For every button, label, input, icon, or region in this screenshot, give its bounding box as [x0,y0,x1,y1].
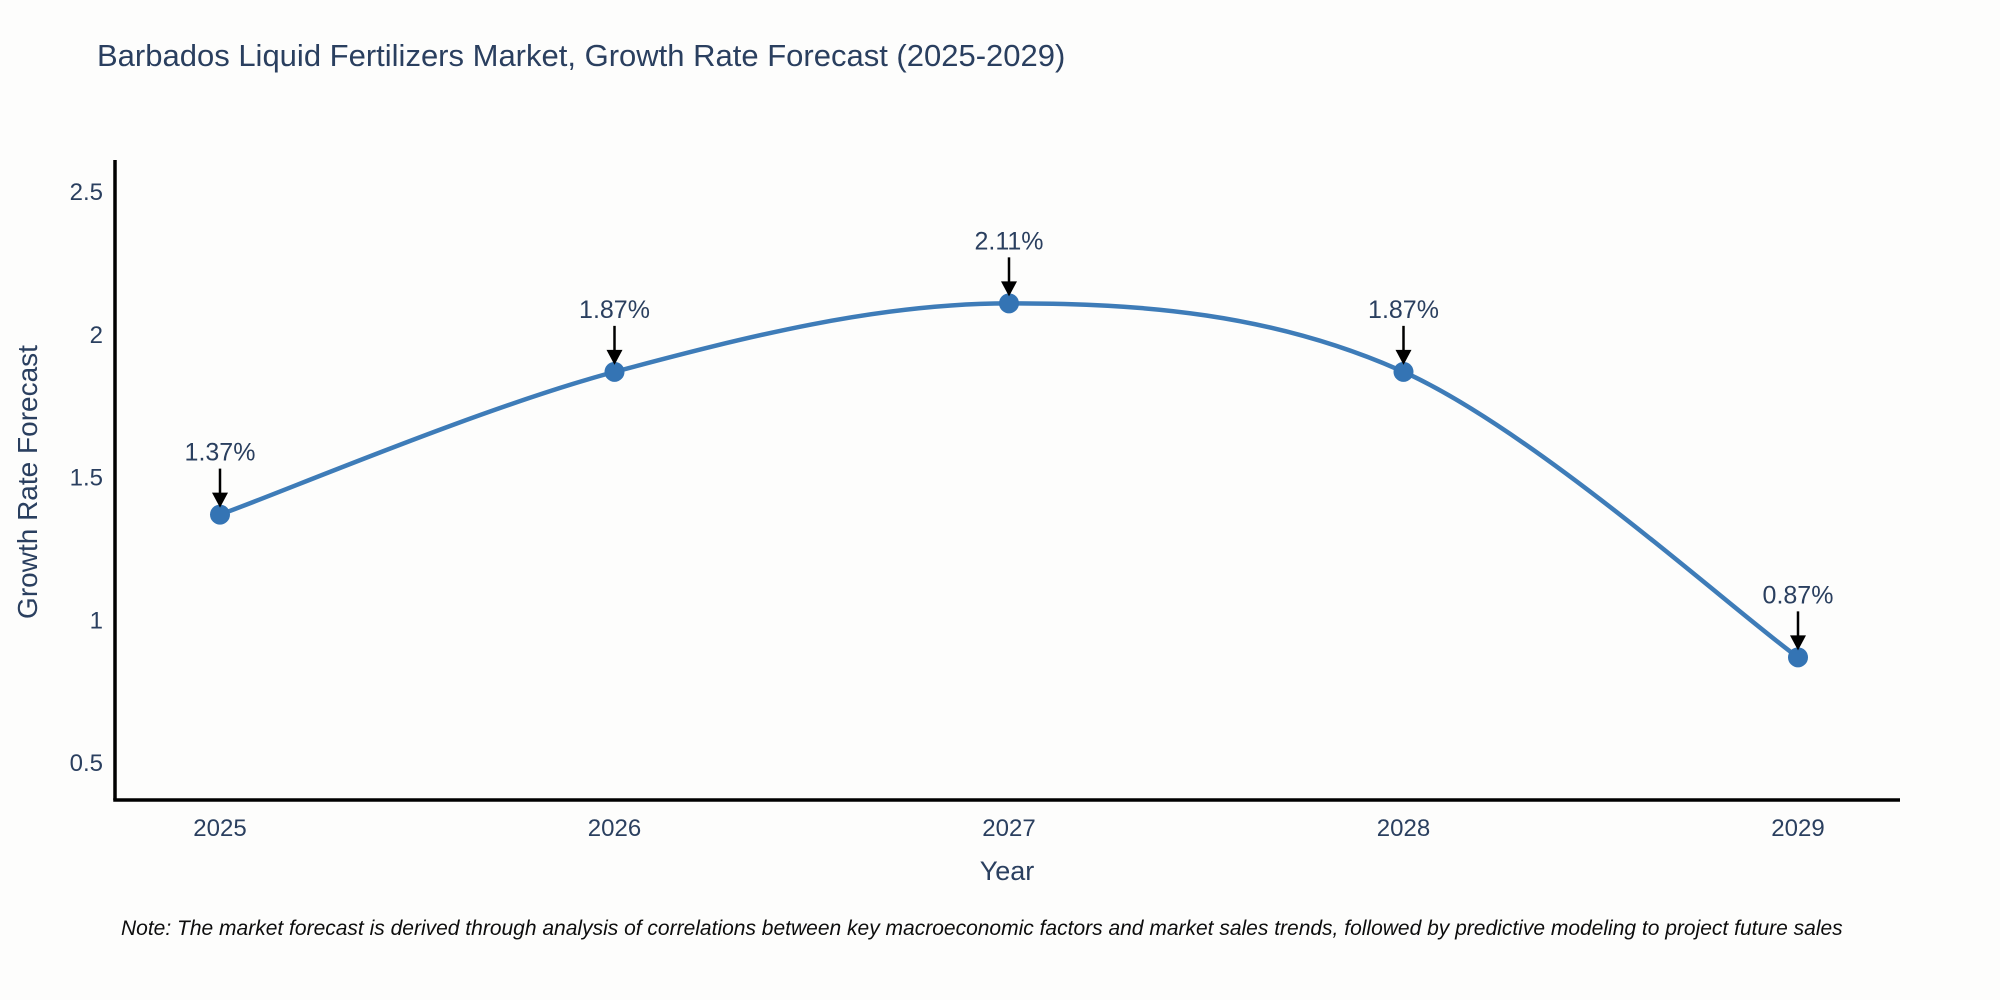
data-point-marker[interactable] [210,504,230,525]
chart-title: Barbados Liquid Fertilizers Market, Grow… [97,38,1066,73]
y-tick-label: 1.5 [70,465,103,492]
data-point-marker[interactable] [604,361,625,382]
x-tick-label: 2029 [1771,815,1824,842]
footnote: Note: The market forecast is derived thr… [121,917,1843,940]
trend-line [217,301,1801,660]
y-tick-label: 1 [90,607,103,634]
x-tick-label: 2028 [1377,815,1430,842]
point-annotation: 1.37% [185,439,256,467]
x-tick-label: 2026 [588,815,641,842]
data-point-marker[interactable] [999,293,1019,314]
data-point-marker[interactable] [1393,361,1414,382]
point-annotation: 2.11% [974,227,1043,255]
annotation-arrowhead-icon [1395,349,1412,365]
annotation-arrowhead-icon [1790,635,1806,651]
y-tick-label: 0.5 [70,750,103,777]
point-annotation: 1.87% [579,296,650,324]
point-annotation: 0.87% [1763,581,1834,609]
data-point-marker[interactable] [1788,647,1808,668]
x-axis-title: Year [979,856,1035,886]
y-tick-label: 2 [90,322,103,349]
x-tick-label: 2025 [193,815,246,842]
annotation-arrowhead-icon [1001,281,1017,297]
point-annotation: 1.87% [1368,296,1439,324]
x-tick-label: 2027 [982,815,1035,842]
annotation-arrowhead-icon [212,492,228,508]
y-tick-label: 2.5 [70,179,103,206]
annotation-arrowhead-icon [606,349,623,365]
